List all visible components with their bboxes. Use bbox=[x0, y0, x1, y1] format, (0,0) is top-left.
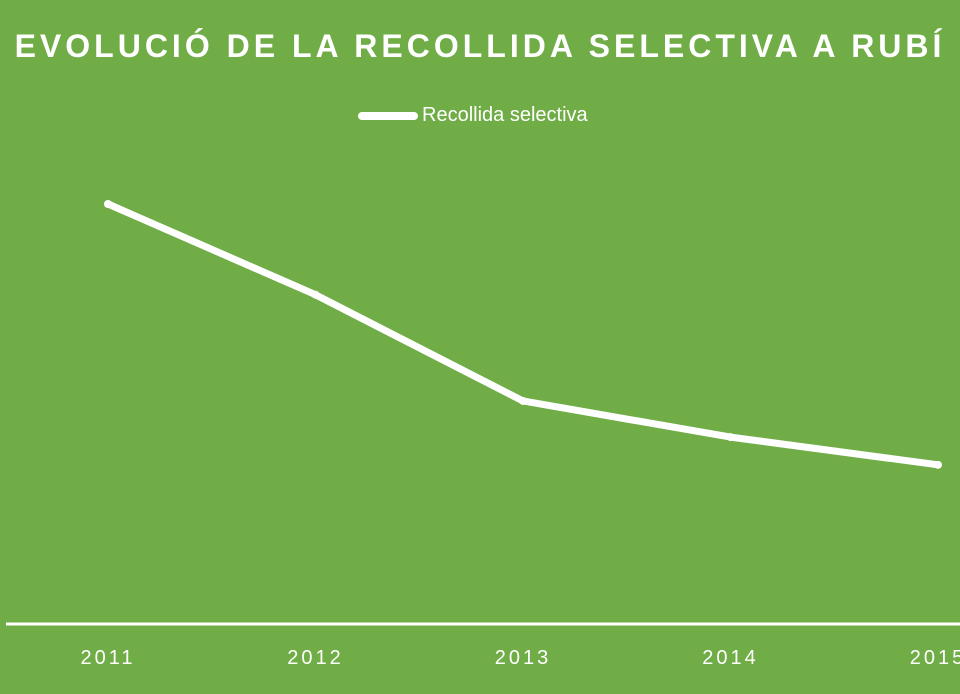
legend-label: Recollida selectiva bbox=[422, 104, 588, 126]
x-tick-label-2013: 2013 bbox=[495, 647, 552, 669]
x-tick-label-2012: 2012 bbox=[287, 647, 344, 669]
chart-title: EVOLUCIÓ DE LA RECOLLIDA SELECTIVA A RUB… bbox=[14, 28, 946, 64]
x-tick-label-2015: 2015 bbox=[910, 647, 960, 669]
data-point-2013 bbox=[519, 396, 527, 405]
x-tick-label-2014: 2014 bbox=[702, 647, 759, 669]
legend: Recollida selectiva bbox=[358, 104, 588, 127]
x-tick-label-2011: 2011 bbox=[80, 647, 135, 669]
data-point-2014 bbox=[726, 433, 735, 442]
data-point-2011 bbox=[104, 200, 112, 208]
legend-line-swatch bbox=[358, 111, 418, 120]
data-point-2012 bbox=[311, 290, 320, 299]
data-point-2015 bbox=[934, 460, 942, 469]
